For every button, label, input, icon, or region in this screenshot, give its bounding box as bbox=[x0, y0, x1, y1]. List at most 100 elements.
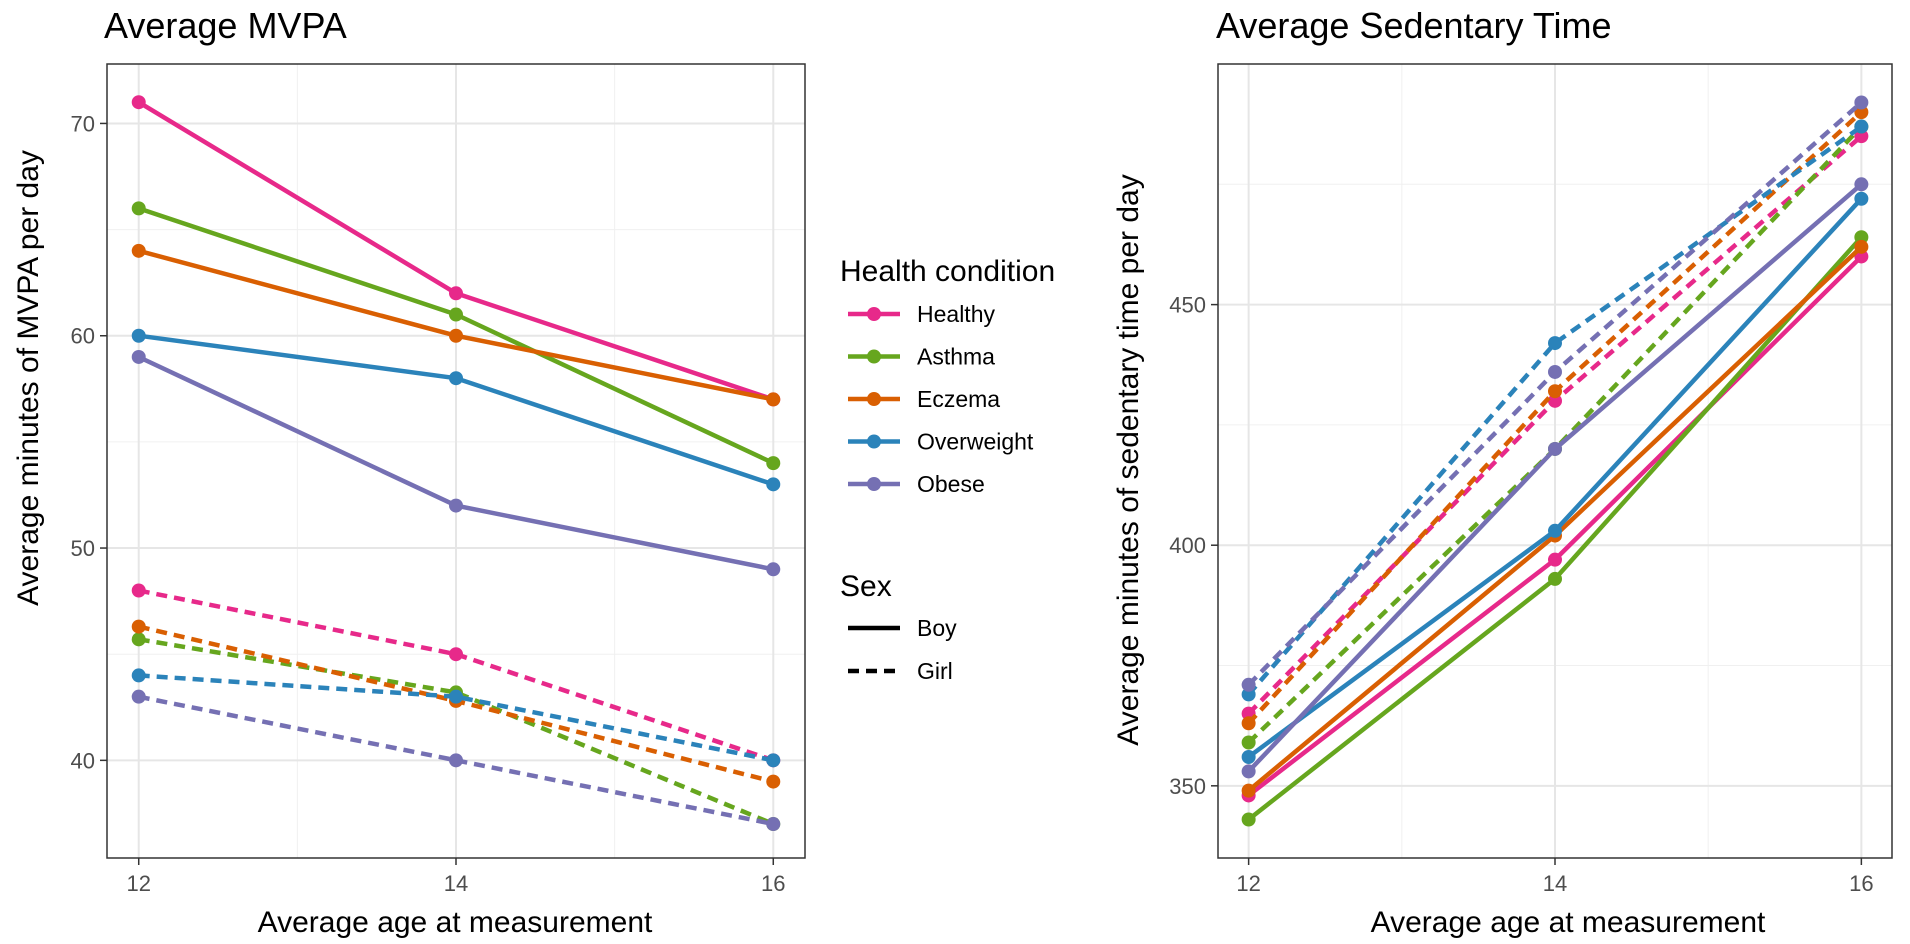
data-point-eczema-boy bbox=[1241, 783, 1256, 798]
data-point-overweight-boy bbox=[1548, 523, 1562, 538]
legend-item-overweight: Overweight bbox=[848, 429, 1034, 455]
data-point-eczema-boy bbox=[1854, 239, 1869, 254]
data-point-eczema-girl bbox=[1854, 105, 1869, 120]
data-point-overweight-boy bbox=[766, 477, 781, 492]
legend-title-sex: Sex bbox=[840, 570, 892, 603]
data-point-overweight-boy bbox=[1854, 191, 1869, 206]
plot-data bbox=[1241, 95, 1869, 827]
data-point-overweight-girl bbox=[766, 753, 781, 768]
x-axis-title: Average age at measurement bbox=[258, 906, 653, 939]
y-tick-label: 450 bbox=[1169, 293, 1206, 318]
data-point-healthy-boy bbox=[131, 95, 146, 110]
x-tick-label: 12 bbox=[126, 871, 150, 896]
legend-key-point bbox=[867, 307, 881, 321]
y-tick-label: 350 bbox=[1169, 774, 1206, 799]
data-point-healthy-girl bbox=[449, 647, 463, 662]
legend-key-point bbox=[867, 434, 881, 449]
data-point-obese-boy bbox=[1854, 177, 1869, 192]
y-tick-label: 60 bbox=[71, 324, 95, 349]
data-point-obese-girl bbox=[766, 817, 781, 832]
y-tick-label: 50 bbox=[71, 536, 95, 561]
series-line-asthma-girl bbox=[138, 637, 775, 827]
y-tick-label: 70 bbox=[71, 111, 95, 136]
data-point-eczema-girl bbox=[1548, 384, 1562, 399]
axis-ticks: 12 14 16 40 50 60 70 bbox=[71, 111, 786, 896]
data-point-asthma-boy bbox=[449, 307, 463, 322]
data-point-obese-boy bbox=[1548, 441, 1562, 456]
x-axis-title: Average age at measurement bbox=[1371, 906, 1766, 939]
chart-title: Average MVPA bbox=[104, 5, 347, 46]
grid bbox=[1218, 64, 1892, 858]
data-point-obese-girl bbox=[1241, 677, 1256, 692]
data-point-asthma-boy bbox=[131, 201, 146, 216]
legend-key-point bbox=[867, 477, 881, 491]
data-point-healthy-boy bbox=[449, 286, 463, 301]
data-point-overweight-girl bbox=[1241, 687, 1256, 702]
data-point-asthma-boy bbox=[766, 456, 781, 471]
legend-item-boy: Boy bbox=[848, 615, 957, 641]
legend-label: Asthma bbox=[917, 344, 995, 370]
y-axis-title: Average minutes of sedentary time per da… bbox=[1112, 174, 1145, 745]
legend-item-asthma: Asthma bbox=[848, 344, 995, 370]
data-point-eczema-boy bbox=[766, 392, 781, 407]
axis-ticks: 12 14 16 350 400 450 bbox=[1169, 293, 1873, 896]
data-point-overweight-girl bbox=[449, 689, 463, 704]
data-point-overweight-boy bbox=[449, 371, 463, 386]
data-point-obese-girl bbox=[1548, 364, 1562, 379]
data-point-asthma-boy bbox=[1241, 812, 1256, 827]
data-point-asthma-boy bbox=[1548, 571, 1562, 586]
data-point-eczema-girl bbox=[1241, 716, 1256, 731]
data-point-eczema-boy bbox=[131, 243, 146, 258]
data-point-obese-girl bbox=[1854, 95, 1869, 110]
legend-title-condition: Health condition bbox=[840, 255, 1055, 288]
data-point-asthma-girl bbox=[131, 632, 146, 647]
legend: Health condition Healthy Asthma Eczema Over… bbox=[840, 255, 1055, 684]
legend-item-healthy: Healthy bbox=[848, 301, 995, 327]
x-tick-label: 14 bbox=[444, 871, 468, 896]
data-point-eczema-boy bbox=[449, 328, 463, 343]
data-point-overweight-girl bbox=[1548, 336, 1562, 351]
chart-sedentary-time: Average Sedentary Time 12 14 16 350 400 450 A… bbox=[1112, 5, 1893, 939]
legend-item-obese: Obese bbox=[848, 471, 985, 497]
data-point-eczema-girl bbox=[131, 619, 146, 634]
data-point-obese-girl bbox=[131, 689, 146, 704]
data-point-overweight-boy bbox=[1241, 749, 1256, 764]
data-point-healthy-girl bbox=[1548, 393, 1562, 408]
chart-mvpa: Average MVPA 12 14 16 40 50 60 70 Average age … bbox=[12, 5, 806, 939]
legend-label: Obese bbox=[917, 471, 985, 497]
legend-item-eczema: Eczema bbox=[848, 386, 1000, 412]
legend-key-point bbox=[867, 392, 881, 406]
plot-data bbox=[131, 95, 781, 832]
data-point-overweight-girl bbox=[1854, 119, 1869, 134]
x-tick-label: 16 bbox=[1849, 871, 1873, 896]
data-point-healthy-girl bbox=[131, 583, 146, 598]
series-line-healthy-girl bbox=[138, 588, 775, 763]
legend-label: Overweight bbox=[917, 429, 1034, 455]
legend-label: Healthy bbox=[917, 301, 995, 327]
legend-item-girl: Girl bbox=[848, 658, 953, 684]
legend-label: Boy bbox=[917, 615, 957, 641]
y-axis-title: Average minutes of MVPA per day bbox=[12, 150, 45, 606]
data-point-asthma-boy bbox=[1854, 230, 1869, 245]
data-point-asthma-girl bbox=[1241, 735, 1256, 750]
x-tick-label: 14 bbox=[1543, 871, 1567, 896]
legend-label: Girl bbox=[917, 658, 953, 684]
data-point-healthy-girl bbox=[1854, 129, 1869, 144]
data-point-eczema-girl bbox=[766, 774, 781, 789]
data-point-healthy-boy bbox=[1548, 552, 1562, 567]
legend-conditions: Healthy Asthma Eczema Overweight Obese bbox=[848, 301, 1034, 497]
chart-title: Average Sedentary Time bbox=[1216, 5, 1612, 46]
data-point-obese-girl bbox=[449, 753, 463, 768]
legend-sexes: Boy Girl bbox=[848, 615, 957, 684]
legend-label: Eczema bbox=[917, 386, 1000, 412]
data-point-obese-boy bbox=[131, 349, 146, 364]
x-tick-label: 12 bbox=[1236, 871, 1260, 896]
legend-key-point bbox=[867, 349, 881, 364]
data-point-overweight-girl bbox=[131, 668, 146, 683]
data-point-obese-boy bbox=[766, 562, 781, 577]
y-tick-label: 40 bbox=[71, 748, 95, 773]
x-tick-label: 16 bbox=[761, 871, 785, 896]
data-point-obese-boy bbox=[449, 498, 463, 513]
data-point-overweight-boy bbox=[131, 328, 146, 343]
data-point-obese-boy bbox=[1241, 764, 1256, 779]
